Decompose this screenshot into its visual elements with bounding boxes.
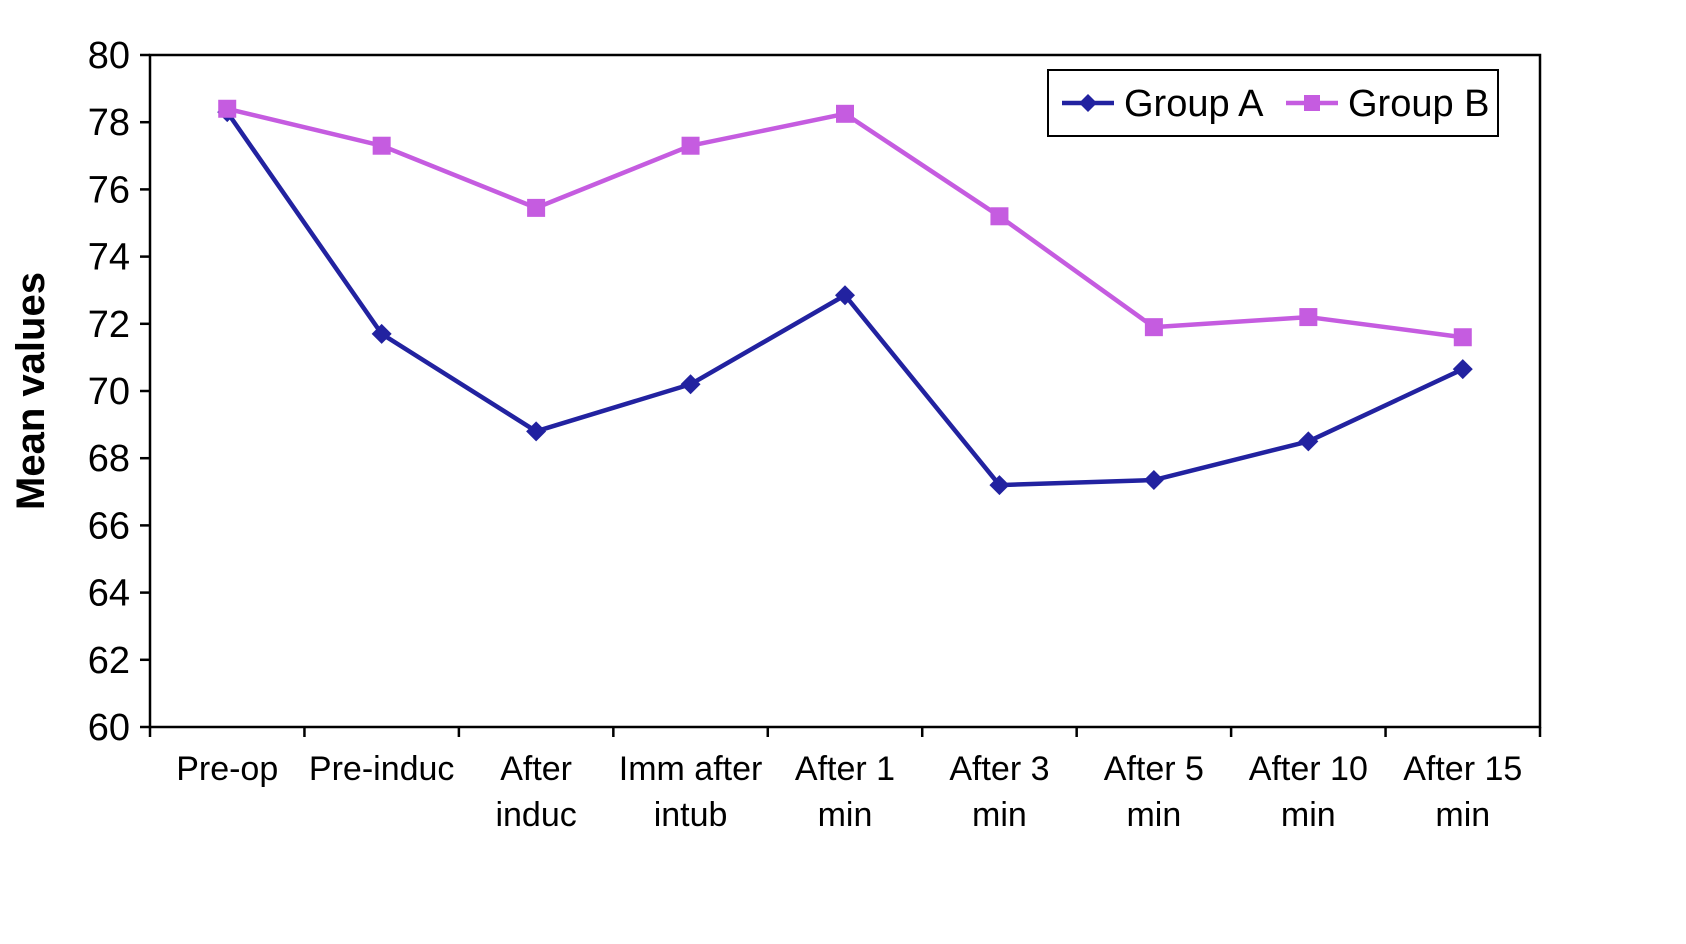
plot-border [148, 53, 1542, 729]
x-category-label: intub [654, 796, 728, 834]
y-tick-label: 70 [88, 371, 130, 413]
y-tick-label: 76 [88, 169, 130, 211]
marker-square [218, 99, 237, 118]
marker-diamond [835, 285, 855, 306]
marker-square [681, 136, 700, 155]
y-tick-label: 80 [88, 35, 130, 77]
marker-diamond [1079, 94, 1097, 112]
marker-square [1453, 328, 1472, 347]
legend-label: Group B [1348, 83, 1490, 125]
marker-square [990, 207, 1009, 226]
marker-diamond [1452, 359, 1473, 380]
x-category-label: After 1 [795, 750, 895, 788]
y-tick-label: 60 [88, 707, 130, 749]
y-axis-title: Mean values [9, 272, 53, 510]
y-tick-label: 62 [88, 640, 130, 682]
marker-diamond [680, 374, 701, 395]
x-category-label: min [818, 796, 873, 834]
x-category-label: After [500, 750, 572, 788]
legend-label: Group A [1124, 83, 1264, 125]
x-category-label: min [1126, 796, 1181, 834]
x-category-label: After 5 [1104, 750, 1204, 788]
marker-diamond [989, 475, 1010, 496]
x-category-label: After 15 [1403, 750, 1522, 788]
marker-square [1304, 95, 1320, 111]
x-category-label: After 3 [949, 750, 1049, 788]
marker-diamond [1143, 470, 1164, 491]
marker-square [1144, 318, 1163, 337]
y-tick-label: 68 [88, 438, 130, 480]
marker-square [1299, 308, 1318, 327]
marker-square [372, 136, 391, 155]
legend-box [1047, 69, 1499, 137]
y-tick-label: 66 [88, 505, 130, 547]
x-category-label: Pre-induc [309, 750, 455, 788]
marker-diamond [526, 421, 547, 442]
x-category-label: After 10 [1249, 750, 1368, 788]
marker-square [836, 104, 854, 123]
y-tick-label: 78 [88, 102, 130, 144]
y-tick-label: 72 [88, 304, 130, 346]
y-tick-label: 64 [88, 573, 130, 615]
y-tick-label: 74 [88, 237, 130, 279]
x-category-label: Pre-op [176, 750, 278, 788]
x-category-label: Imm after [619, 750, 763, 788]
x-category-label: min [1281, 796, 1336, 834]
marker-square [527, 198, 546, 217]
marker-diamond [1298, 431, 1319, 452]
x-category-label: min [972, 796, 1027, 834]
marker-diamond [371, 323, 392, 344]
x-category-label: min [1435, 796, 1490, 834]
x-category-label: induc [495, 796, 576, 834]
